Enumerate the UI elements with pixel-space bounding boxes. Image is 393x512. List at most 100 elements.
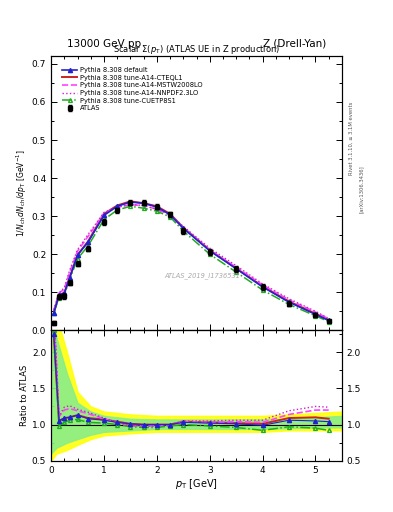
Pythia 8.308 tune-CUETP8S1: [208, 251, 212, 258]
Pythia 8.308 tune-A14-MSTW2008LO: [313, 309, 318, 315]
Text: Z (Drell-Yan): Z (Drell-Yan): [263, 38, 326, 49]
Pythia 8.308 default: [326, 317, 331, 324]
Pythia 8.308 tune-A14-MSTW2008LO: [154, 206, 159, 212]
Pythia 8.308 tune-A14-CTEQL1: [286, 298, 291, 305]
Pythia 8.308 tune-A14-MSTW2008LO: [128, 202, 133, 208]
Pythia 8.308 default: [168, 211, 173, 218]
Pythia 8.308 tune-A14-CTEQL1: [51, 310, 56, 316]
Pythia 8.308 tune-A14-NNPDF2.3LO: [75, 247, 80, 253]
Pythia 8.308 default: [67, 275, 72, 281]
Pythia 8.308 tune-A14-NNPDF2.3LO: [128, 201, 133, 207]
Pythia 8.308 tune-CUETP8S1: [234, 269, 239, 275]
Text: Rivet 3.1.10, ≥ 3.1M events: Rivet 3.1.10, ≥ 3.1M events: [349, 101, 354, 175]
Pythia 8.308 tune-A14-MSTW2008LO: [168, 212, 173, 218]
Pythia 8.308 tune-CUETP8S1: [102, 217, 107, 223]
Pythia 8.308 tune-A14-CTEQL1: [128, 198, 133, 204]
Pythia 8.308 tune-A14-MSTW2008LO: [62, 286, 67, 292]
Pythia 8.308 tune-A14-CTEQL1: [208, 247, 212, 253]
Text: 13000 GeV pp: 13000 GeV pp: [67, 38, 141, 49]
Pythia 8.308 tune-CUETP8S1: [181, 228, 185, 234]
Pythia 8.308 tune-A14-MSTW2008LO: [141, 202, 146, 208]
Pythia 8.308 tune-A14-MSTW2008LO: [286, 297, 291, 303]
Pythia 8.308 tune-A14-MSTW2008LO: [57, 290, 61, 296]
Pythia 8.308 tune-A14-NNPDF2.3LO: [260, 281, 265, 287]
Pythia 8.308 tune-A14-NNPDF2.3LO: [326, 315, 331, 322]
Pythia 8.308 tune-A14-CTEQL1: [326, 317, 331, 323]
Pythia 8.308 tune-A14-NNPDF2.3LO: [234, 263, 239, 269]
Pythia 8.308 tune-A14-NNPDF2.3LO: [168, 211, 173, 217]
Title: Scalar $\Sigma(p_\mathrm{T})$ (ATLAS UE in Z production): Scalar $\Sigma(p_\mathrm{T})$ (ATLAS UE …: [113, 44, 280, 56]
Pythia 8.308 default: [154, 204, 159, 210]
Pythia 8.308 tune-A14-CTEQL1: [115, 202, 119, 208]
Pythia 8.308 tune-A14-MSTW2008LO: [86, 233, 90, 240]
Pythia 8.308 tune-CUETP8S1: [313, 313, 318, 319]
Pythia 8.308 default: [208, 248, 212, 254]
Pythia 8.308 tune-A14-MSTW2008LO: [75, 248, 80, 254]
Pythia 8.308 default: [141, 200, 146, 206]
Pythia 8.308 tune-A14-MSTW2008LO: [260, 282, 265, 288]
Pythia 8.308 default: [128, 199, 133, 205]
Pythia 8.308 tune-A14-CTEQL1: [75, 252, 80, 258]
Pythia 8.308 default: [286, 299, 291, 305]
Pythia 8.308 default: [102, 212, 107, 219]
Pythia 8.308 tune-CUETP8S1: [62, 292, 67, 298]
Pythia 8.308 default: [115, 203, 119, 209]
Pythia 8.308 tune-A14-NNPDF2.3LO: [67, 267, 72, 273]
Pythia 8.308 tune-A14-NNPDF2.3LO: [208, 245, 212, 251]
Pythia 8.308 tune-CUETP8S1: [260, 287, 265, 293]
Pythia 8.308 tune-CUETP8S1: [168, 214, 173, 220]
Pythia 8.308 tune-CUETP8S1: [154, 208, 159, 215]
Pythia 8.308 tune-CUETP8S1: [75, 255, 80, 262]
Pythia 8.308 tune-A14-MSTW2008LO: [208, 247, 212, 253]
Pythia 8.308 tune-A14-CTEQL1: [313, 310, 318, 316]
Pythia 8.308 tune-CUETP8S1: [128, 203, 133, 209]
Pythia 8.308 tune-A14-CTEQL1: [102, 211, 107, 217]
Pythia 8.308 tune-CUETP8S1: [86, 243, 90, 249]
Pythia 8.308 tune-CUETP8S1: [67, 276, 72, 283]
Pythia 8.308 default: [181, 225, 185, 231]
Pythia 8.308 tune-A14-NNPDF2.3LO: [51, 307, 56, 313]
Text: [arXiv:1306.3436]: [arXiv:1306.3436]: [359, 165, 364, 214]
Y-axis label: $1/N_\mathrm{ch}\,dN_\mathrm{ch}/dp_\mathrm{T}\ [\mathrm{GeV}^{-1}]$: $1/N_\mathrm{ch}\,dN_\mathrm{ch}/dp_\mat…: [15, 150, 29, 237]
Pythia 8.308 tune-A14-CTEQL1: [62, 290, 67, 296]
Pythia 8.308 default: [86, 239, 90, 245]
Pythia 8.308 tune-A14-NNPDF2.3LO: [313, 308, 318, 314]
Pythia 8.308 tune-A14-NNPDF2.3LO: [57, 290, 61, 296]
Pythia 8.308 tune-CUETP8S1: [141, 205, 146, 211]
Pythia 8.308 tune-A14-NNPDF2.3LO: [154, 206, 159, 212]
Pythia 8.308 default: [234, 266, 239, 272]
Line: Pythia 8.308 tune-A14-MSTW2008LO: Pythia 8.308 tune-A14-MSTW2008LO: [54, 205, 329, 319]
Pythia 8.308 tune-A14-CTEQL1: [154, 203, 159, 209]
Pythia 8.308 default: [62, 290, 67, 296]
Pythia 8.308 tune-A14-MSTW2008LO: [67, 269, 72, 275]
Pythia 8.308 tune-A14-CTEQL1: [234, 265, 239, 271]
Pythia 8.308 tune-A14-NNPDF2.3LO: [181, 223, 185, 229]
Pythia 8.308 default: [260, 284, 265, 290]
Pythia 8.308 default: [313, 311, 318, 317]
Pythia 8.308 tune-A14-MSTW2008LO: [102, 210, 107, 216]
Pythia 8.308 tune-A14-NNPDF2.3LO: [115, 204, 119, 210]
Pythia 8.308 tune-CUETP8S1: [115, 207, 119, 213]
Text: ATLAS_2019_I1736531: ATLAS_2019_I1736531: [164, 272, 240, 279]
Pythia 8.308 tune-CUETP8S1: [286, 302, 291, 308]
Pythia 8.308 tune-A14-NNPDF2.3LO: [62, 285, 67, 291]
Line: Pythia 8.308 tune-A14-NNPDF2.3LO: Pythia 8.308 tune-A14-NNPDF2.3LO: [54, 204, 329, 318]
Pythia 8.308 tune-A14-NNPDF2.3LO: [86, 231, 90, 238]
Pythia 8.308 tune-CUETP8S1: [57, 294, 61, 301]
X-axis label: $p_\mathrm{T}\ [\mathrm{GeV}]$: $p_\mathrm{T}\ [\mathrm{GeV}]$: [175, 477, 218, 492]
Pythia 8.308 tune-A14-MSTW2008LO: [234, 264, 239, 270]
Pythia 8.308 default: [51, 310, 56, 316]
Pythia 8.308 tune-A14-NNPDF2.3LO: [286, 295, 291, 302]
Pythia 8.308 default: [75, 252, 80, 258]
Pythia 8.308 tune-A14-MSTW2008LO: [181, 224, 185, 230]
Pythia 8.308 tune-A14-CTEQL1: [260, 283, 265, 289]
Line: Pythia 8.308 tune-A14-CTEQL1: Pythia 8.308 tune-A14-CTEQL1: [54, 201, 329, 320]
Pythia 8.308 tune-A14-NNPDF2.3LO: [102, 209, 107, 216]
Pythia 8.308 tune-A14-CTEQL1: [181, 224, 185, 230]
Y-axis label: Ratio to ATLAS: Ratio to ATLAS: [20, 365, 29, 426]
Pythia 8.308 tune-A14-NNPDF2.3LO: [141, 202, 146, 208]
Pythia 8.308 tune-A14-CTEQL1: [57, 292, 61, 298]
Pythia 8.308 tune-A14-MSTW2008LO: [326, 316, 331, 322]
Pythia 8.308 tune-CUETP8S1: [326, 318, 331, 325]
Line: Pythia 8.308 tune-CUETP8S1: Pythia 8.308 tune-CUETP8S1: [52, 204, 331, 324]
